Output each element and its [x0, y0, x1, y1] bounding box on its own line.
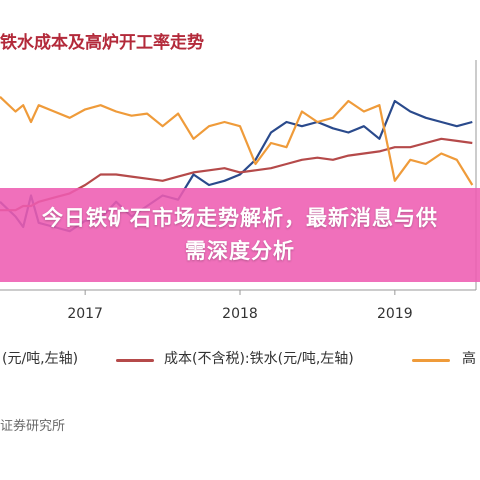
- chart: 2017 2018 2019: [0, 60, 477, 322]
- x-tick-label-2: 2019: [377, 306, 413, 322]
- headline-banner: 今日铁矿石市场走势解析，最新消息与供需深度分析: [0, 188, 480, 282]
- legend-label-1: 成本(不含税):铁水(元/吨,左轴): [164, 351, 354, 367]
- source-note: 证券研究所: [0, 419, 66, 434]
- legend-label-0: (元/吨,左轴): [2, 351, 79, 367]
- headline-text: 今日铁矿石市场走势解析，最新消息与供需深度分析: [42, 206, 438, 263]
- legend-swatch-2: [412, 359, 450, 362]
- legend: (元/吨,左轴) 成本(不含税):铁水(元/吨,左轴) 高: [0, 348, 480, 372]
- series-line-2: [0, 96, 474, 186]
- legend-swatch-1: [116, 359, 154, 362]
- chart-title: 铁水成本及高炉开工率走势: [0, 33, 204, 53]
- x-tick-label-0: 2017: [67, 306, 103, 322]
- legend-label-2: 高: [462, 351, 476, 367]
- x-tick-label-1: 2018: [222, 306, 258, 322]
